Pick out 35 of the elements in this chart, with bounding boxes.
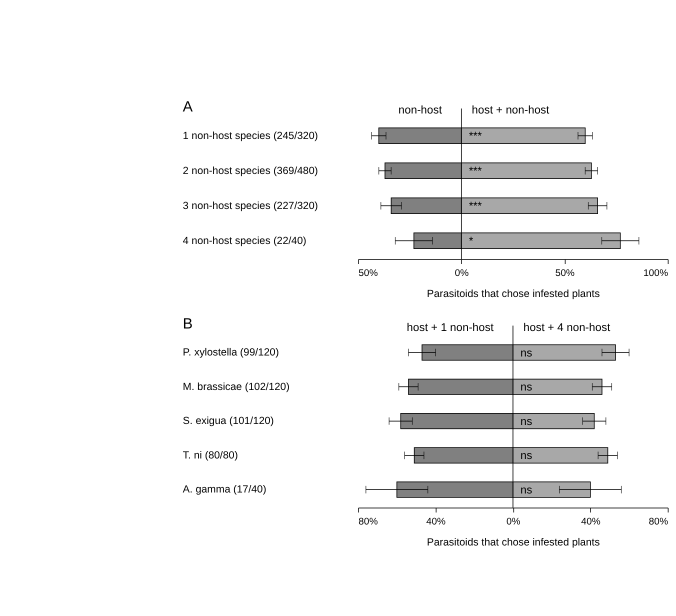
y-tick-label: M. brassicae (102/120) <box>182 382 290 393</box>
series-label: non-host <box>398 104 443 117</box>
y-tick-label: S. exigua (101/120) <box>182 416 274 428</box>
x-axis-title: Parasitoids that chose infested plants <box>426 537 600 548</box>
y-tick-label: A. gamma (17/40) <box>182 484 266 496</box>
data-label: ns <box>520 347 533 360</box>
data-label: ns <box>520 484 533 496</box>
x-axis-title: Parasitoids that chose infested plants <box>426 288 600 300</box>
y-tick-label: 2 non-host species (369/480) <box>182 166 318 177</box>
data-label: * <box>468 236 474 248</box>
data-label: ns <box>520 450 533 462</box>
data-label: ns <box>520 382 533 394</box>
y-tick-label: 1 non-host species (245/320) <box>182 130 318 142</box>
x-tick-label: 40% <box>581 516 601 528</box>
series-label: host + 4 non-host <box>523 322 612 334</box>
y-tick-label: P. xylostella (99/120) <box>182 348 279 359</box>
data-label: ns <box>520 416 533 428</box>
series-label: host + non-host <box>472 104 550 117</box>
x-tick-label: 80% <box>648 516 669 528</box>
y-tick-label: T. ni (80/80) <box>182 450 238 462</box>
x-tick-label: 0% <box>454 268 470 279</box>
y-tick-label: 4 non-host species (22/40) <box>182 236 306 247</box>
data-label: *** <box>468 130 483 143</box>
x-tick-label: 50% <box>358 268 378 279</box>
y-tick-label: 3 non-host species (227/320) <box>182 200 318 212</box>
text: A <box>182 98 193 116</box>
series-label: host + 1 non-host <box>406 322 494 334</box>
x-tick-label: 80% <box>358 516 378 528</box>
x-tick-label: 0% <box>506 516 521 528</box>
x-tick-label: 100% <box>643 268 669 279</box>
data-label: *** <box>468 166 483 178</box>
x-tick-label: 40% <box>426 516 446 528</box>
x-tick-label: 50% <box>555 268 576 279</box>
data-label: *** <box>468 200 483 213</box>
text: B <box>182 316 193 333</box>
